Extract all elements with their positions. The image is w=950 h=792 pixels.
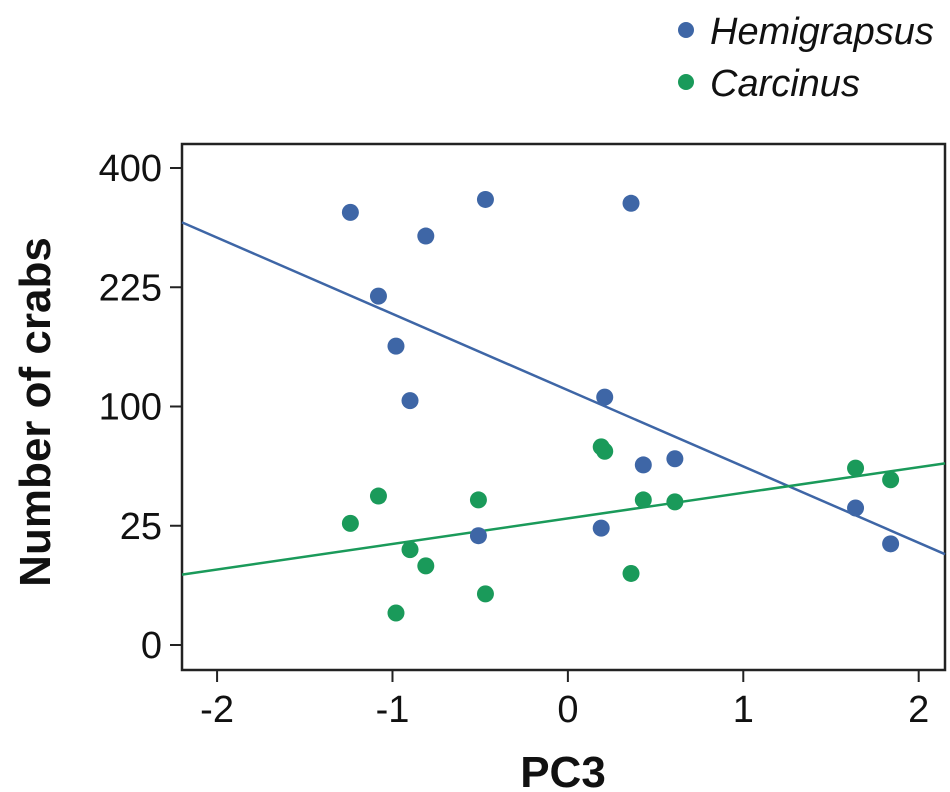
data-point-carcinus — [417, 557, 435, 575]
data-point-carcinus — [882, 471, 900, 489]
y-tick-label: 100 — [99, 387, 162, 429]
data-point-carcinus — [387, 604, 405, 622]
data-point-hemigrapsus — [882, 535, 900, 553]
y-tick-label: 0 — [141, 625, 162, 667]
data-point-hemigrapsus — [401, 392, 419, 410]
data-point-hemigrapsus — [341, 203, 359, 221]
trend-lines — [181, 221, 946, 576]
x-tick-label: -2 — [200, 689, 234, 731]
data-point-carcinus — [622, 564, 640, 582]
y-axis: 0 25 100 225 400 — [99, 148, 182, 667]
data-point-hemigrapsus — [369, 287, 387, 305]
data-point-hemigrapsus — [847, 499, 865, 517]
data-point-carcinus — [369, 487, 387, 505]
trend-line-carcinus — [181, 462, 946, 576]
x-tick-label: -1 — [376, 689, 410, 731]
x-axis: -2 -1 0 1 2 — [200, 670, 929, 731]
data-point-carcinus — [596, 442, 614, 460]
plot-frame — [180, 142, 947, 672]
data-point-carcinus — [634, 491, 652, 509]
y-tick-label: 400 — [99, 148, 162, 190]
legend-label-hemigrapsus: Hemigrapsus — [710, 11, 934, 53]
data-point-carcinus — [341, 514, 359, 532]
data-point-hemigrapsus — [596, 388, 614, 406]
trend-line-hemigrapsus — [181, 221, 946, 556]
data-point-carcinus — [476, 585, 494, 603]
data-point-hemigrapsus — [592, 519, 610, 537]
legend: Hemigrapsus Carcinus — [678, 11, 934, 105]
x-tick-label: 1 — [733, 689, 754, 731]
data-point-hemigrapsus — [666, 450, 684, 468]
x-tick-label: 0 — [557, 689, 578, 731]
data-points — [341, 190, 900, 622]
data-point-carcinus — [401, 541, 419, 559]
data-point-hemigrapsus — [622, 194, 640, 212]
y-tick-label: 225 — [99, 267, 162, 309]
data-point-hemigrapsus — [417, 227, 435, 245]
data-point-hemigrapsus — [634, 456, 652, 474]
data-point-hemigrapsus — [469, 527, 487, 545]
data-point-hemigrapsus — [387, 337, 405, 355]
x-axis-title: PC3 — [520, 748, 606, 792]
data-point-carcinus — [847, 459, 865, 477]
legend-marker-hemigrapsus — [678, 22, 694, 38]
data-point-hemigrapsus — [476, 190, 494, 208]
legend-label-carcinus: Carcinus — [710, 63, 860, 105]
y-axis-title: Number of crabs — [11, 237, 60, 587]
data-point-carcinus — [469, 491, 487, 509]
y-tick-label: 25 — [120, 506, 162, 548]
legend-marker-carcinus — [678, 74, 694, 90]
data-point-carcinus — [666, 493, 684, 511]
x-tick-label: 2 — [908, 689, 929, 731]
